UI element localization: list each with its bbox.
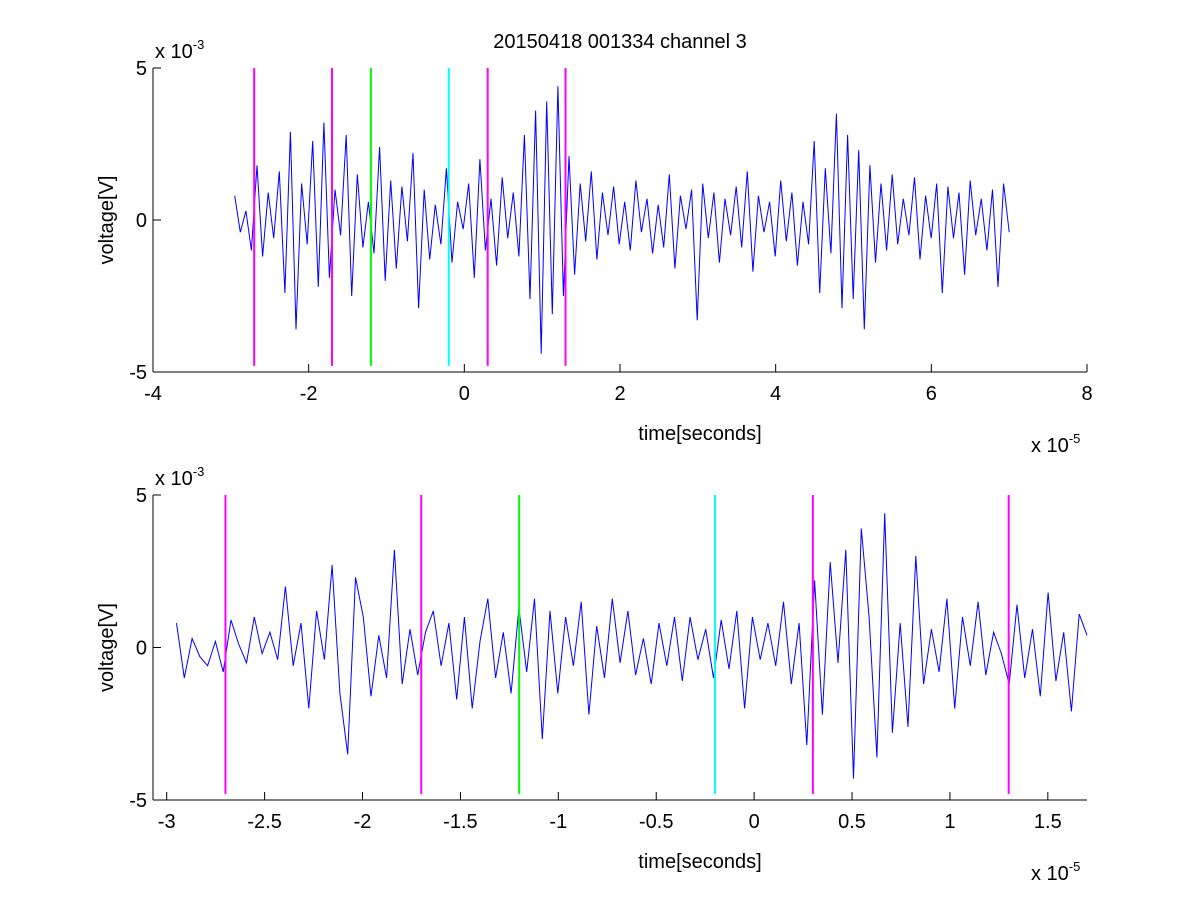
- x-tick-label: -4: [144, 383, 162, 405]
- x-tick-label: -2: [300, 383, 318, 405]
- top-axes: -4 -2 0 2 4 6 8 -5 0 5 time[seconds] voltage[V] x 10…: [96, 37, 1093, 457]
- signal-trace: [234, 86, 1010, 354]
- x-tick-label: 4: [770, 383, 781, 405]
- x-tick-label: 6: [926, 383, 937, 405]
- y-tick-label: 0: [136, 210, 147, 232]
- y-axis-label: voltage[V]: [96, 176, 118, 265]
- signal-trace: [176, 513, 1088, 779]
- y-tick-label: 5: [136, 58, 147, 80]
- x-exponent-label: x 10-5: [1031, 859, 1080, 885]
- y-axis-label: voltage[V]: [96, 603, 118, 692]
- x-tick-label: -0.5: [639, 811, 673, 833]
- y-exponent-label: x 10-3: [155, 37, 204, 63]
- x-axis-label: time[seconds]: [638, 423, 761, 445]
- y-exponent-label: x 10-3: [155, 464, 204, 490]
- x-exponent-label: x 10-5: [1031, 431, 1080, 457]
- x-tick-label: 0: [749, 811, 760, 833]
- x-tick-label: -2.5: [247, 811, 281, 833]
- x-tick-label: -1: [549, 811, 567, 833]
- x-tick-label: -1.5: [443, 811, 477, 833]
- x-tick-label: -2: [354, 811, 372, 833]
- x-tick-label: 1: [944, 811, 955, 833]
- bottom-axes: -3 -2.5 -2 -1.5 -1 -0.5 0 0.5 1 1.5 -5 0 5 time[secon…: [96, 464, 1088, 885]
- x-tick-label: -3: [158, 811, 176, 833]
- x-tick-label: 1.5: [1034, 811, 1062, 833]
- x-tick-label: 2: [614, 383, 625, 405]
- x-axis-label: time[seconds]: [638, 851, 761, 873]
- y-tick-label: 5: [136, 485, 147, 507]
- x-tick-label: 0.5: [838, 811, 866, 833]
- figure-title: 20150418 001334 channel 3: [493, 31, 747, 53]
- y-tick-label: 0: [136, 638, 147, 660]
- y-tick-label: -5: [129, 362, 147, 384]
- x-tick-label: 0: [459, 383, 470, 405]
- y-tick-label: -5: [129, 790, 147, 812]
- x-tick-label: 8: [1081, 383, 1092, 405]
